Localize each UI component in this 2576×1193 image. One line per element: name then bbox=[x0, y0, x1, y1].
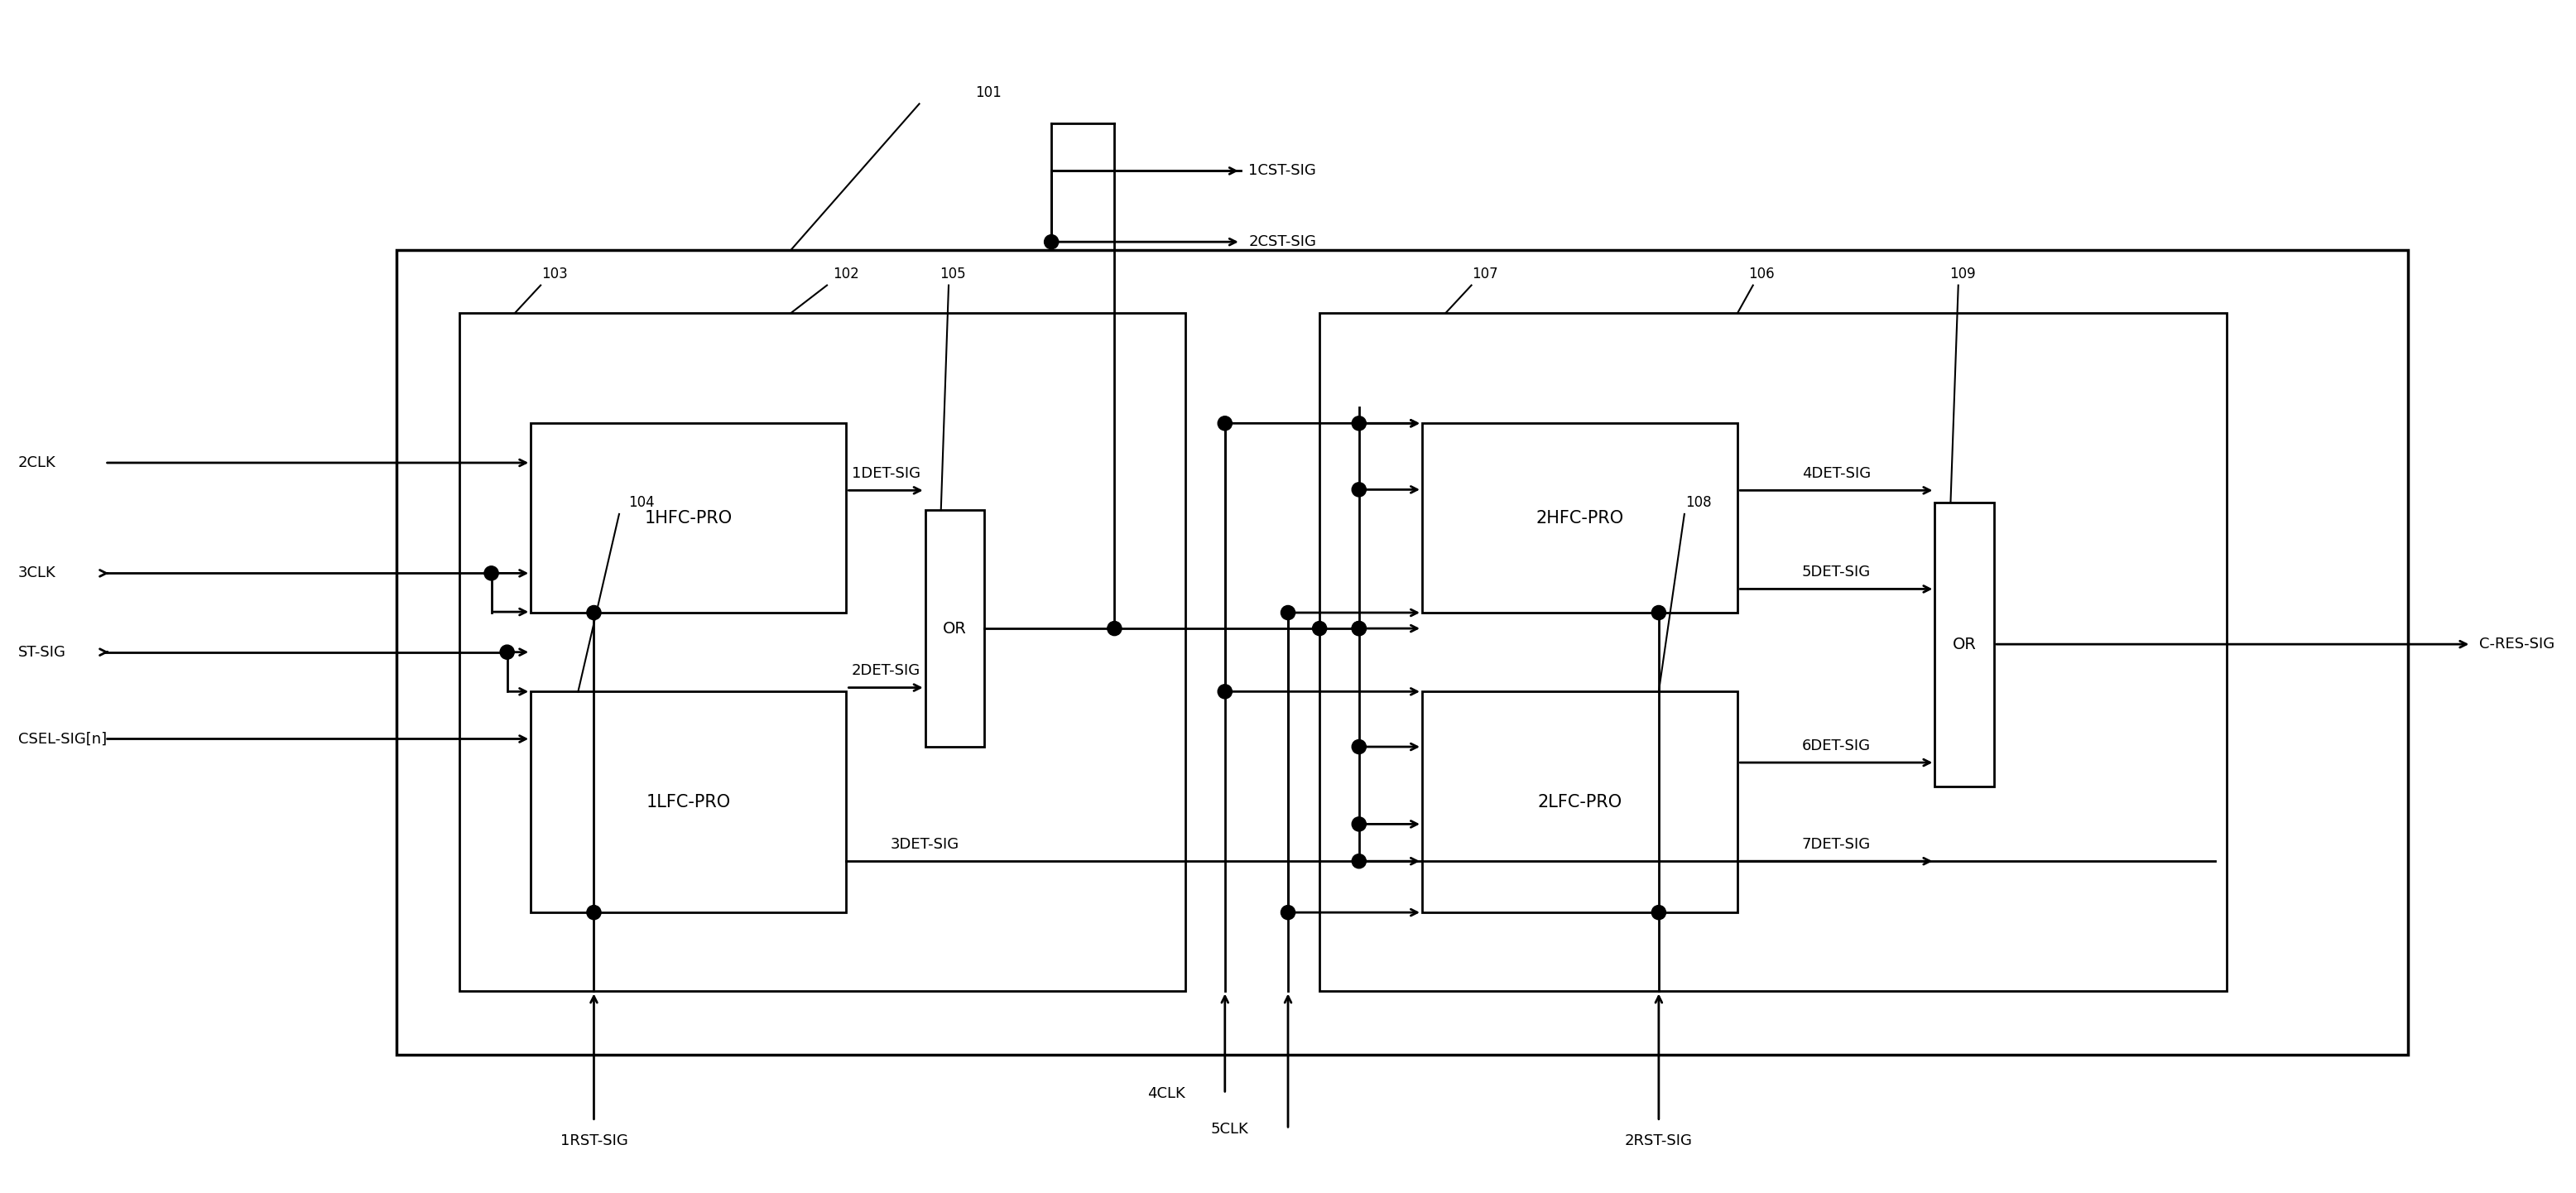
Text: 1RST-SIG: 1RST-SIG bbox=[559, 1133, 629, 1148]
Circle shape bbox=[1218, 685, 1231, 699]
Circle shape bbox=[1043, 235, 1059, 249]
Text: 2RST-SIG: 2RST-SIG bbox=[1625, 1133, 1692, 1148]
Text: 1LFC-PRO: 1LFC-PRO bbox=[647, 793, 732, 810]
Text: 106: 106 bbox=[1749, 266, 1775, 282]
Text: 101: 101 bbox=[976, 85, 1002, 100]
Circle shape bbox=[1352, 854, 1365, 869]
Text: 3CLK: 3CLK bbox=[18, 565, 57, 581]
Text: 108: 108 bbox=[1685, 495, 1710, 511]
Circle shape bbox=[1108, 622, 1121, 636]
Circle shape bbox=[1352, 416, 1365, 431]
Circle shape bbox=[1280, 905, 1296, 920]
Bar bbox=[925, 511, 984, 747]
Circle shape bbox=[500, 645, 515, 660]
Bar bbox=[1319, 313, 2226, 991]
Text: 1HFC-PRO: 1HFC-PRO bbox=[644, 509, 732, 526]
Circle shape bbox=[1651, 905, 1667, 920]
Circle shape bbox=[1352, 622, 1365, 636]
Bar bbox=[531, 692, 848, 913]
Circle shape bbox=[1352, 622, 1365, 636]
Text: 4DET-SIG: 4DET-SIG bbox=[1801, 466, 1870, 481]
Text: 4CLK: 4CLK bbox=[1146, 1087, 1185, 1101]
Text: 109: 109 bbox=[1950, 266, 1976, 282]
Bar bbox=[1422, 692, 1739, 913]
Text: 1CST-SIG: 1CST-SIG bbox=[1249, 163, 1316, 178]
Circle shape bbox=[1311, 622, 1327, 636]
Text: 102: 102 bbox=[832, 266, 860, 282]
Text: 105: 105 bbox=[940, 266, 966, 282]
Text: 5DET-SIG: 5DET-SIG bbox=[1801, 564, 1870, 580]
Circle shape bbox=[1218, 416, 1231, 431]
Text: 107: 107 bbox=[1471, 266, 1499, 282]
Text: 7DET-SIG: 7DET-SIG bbox=[1801, 836, 1870, 852]
Text: 104: 104 bbox=[629, 495, 654, 511]
Text: OR: OR bbox=[943, 620, 966, 636]
Bar bbox=[397, 249, 2409, 1055]
Text: 5CLK: 5CLK bbox=[1211, 1121, 1249, 1137]
Text: 1DET-SIG: 1DET-SIG bbox=[853, 466, 920, 481]
Text: 3DET-SIG: 3DET-SIG bbox=[891, 836, 961, 852]
Text: 2LFC-PRO: 2LFC-PRO bbox=[1538, 793, 1623, 810]
Bar bbox=[1935, 502, 1994, 786]
Bar bbox=[459, 313, 1185, 991]
Circle shape bbox=[1280, 606, 1296, 620]
Circle shape bbox=[1352, 482, 1365, 496]
Circle shape bbox=[1651, 606, 1667, 620]
Text: C-RES-SIG: C-RES-SIG bbox=[2478, 637, 2555, 651]
Text: OR: OR bbox=[1953, 636, 1976, 653]
Text: ST-SIG: ST-SIG bbox=[18, 644, 67, 660]
Circle shape bbox=[1352, 740, 1365, 754]
Circle shape bbox=[587, 905, 600, 920]
Text: 2DET-SIG: 2DET-SIG bbox=[850, 663, 920, 678]
Text: 103: 103 bbox=[541, 266, 567, 282]
Circle shape bbox=[1352, 817, 1365, 832]
Bar bbox=[1422, 424, 1739, 613]
Text: 2CLK: 2CLK bbox=[18, 456, 57, 470]
Circle shape bbox=[484, 567, 497, 580]
Text: CSEL-SIG[n]: CSEL-SIG[n] bbox=[18, 731, 106, 747]
Bar bbox=[531, 424, 848, 613]
Text: 2CST-SIG: 2CST-SIG bbox=[1249, 235, 1316, 249]
Circle shape bbox=[587, 606, 600, 620]
Text: 2HFC-PRO: 2HFC-PRO bbox=[1535, 509, 1623, 526]
Text: 6DET-SIG: 6DET-SIG bbox=[1801, 738, 1870, 753]
